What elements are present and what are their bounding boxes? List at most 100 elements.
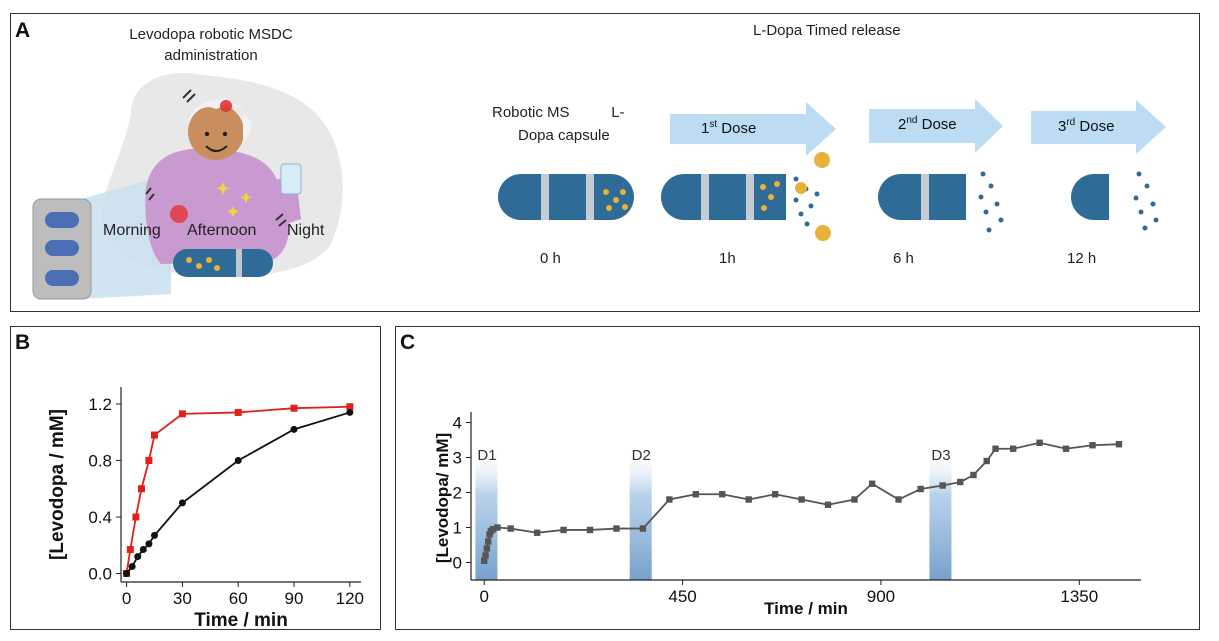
data-point: [719, 491, 726, 498]
data-point: [486, 531, 493, 538]
person-body: [145, 148, 290, 264]
data-point: [128, 562, 136, 570]
series-line: [125, 411, 351, 575]
data-point: [692, 491, 700, 498]
data-point: [586, 526, 594, 534]
data-point: [481, 557, 488, 564]
data-point: [992, 445, 999, 452]
data-point: [494, 524, 501, 531]
data-point: [178, 410, 186, 418]
dose-band: [929, 447, 952, 580]
data-point: [939, 482, 946, 489]
admin-title-line2: administration: [164, 47, 258, 64]
x-tick-label: 0: [122, 589, 131, 608]
release-title: L-Dopa Timed release: [753, 22, 901, 39]
data-point: [771, 491, 779, 498]
data-point: [1089, 442, 1096, 449]
dose-band-label: D3: [931, 447, 950, 464]
data-point: [745, 496, 752, 503]
data-point: [560, 526, 567, 534]
x-tick-label: 1350: [1060, 587, 1098, 606]
x-axis-label: Time / min: [194, 610, 288, 631]
dose-arrow-2: [869, 99, 1003, 153]
data-point: [290, 404, 298, 412]
panel-b-label: B: [15, 331, 31, 354]
dose-band: [475, 447, 498, 580]
data-point: [917, 485, 924, 493]
data-point: [150, 531, 158, 539]
capsule-0h: [498, 174, 634, 220]
time-morning: Morning: [103, 222, 161, 239]
chart-c: D1 D2 D3 0 1 2 3 4 0 450 900 1350 Time / min [Levodop…: [433, 412, 1141, 618]
data-point: [798, 496, 805, 503]
data-point: [1115, 441, 1123, 448]
patient-illustration: [32, 73, 343, 300]
y-axis-label: [Levodopa / mM]: [47, 409, 68, 560]
x-tick-label: 30: [173, 589, 192, 608]
data-point: [132, 513, 140, 521]
data-point: [482, 552, 489, 559]
time-mark-1h: 1h: [719, 250, 736, 267]
x-tick-label: 900: [867, 587, 895, 606]
y-tick-label: 4: [453, 414, 462, 433]
data-point: [613, 525, 620, 532]
dose-label-3: 3rd Dose: [1058, 117, 1115, 135]
series-line: [125, 405, 350, 574]
time-mark-6h: 6 h: [893, 250, 914, 267]
panel-c: C D1 D2 D3 0 1 2 3 4 0 450 900 1350 Time / min [Levod…: [395, 326, 1200, 630]
data-point: [145, 540, 153, 548]
data-point: [137, 485, 145, 493]
person-head: [188, 104, 244, 160]
data-point: [290, 425, 298, 433]
data-point: [970, 471, 977, 479]
data-point: [639, 525, 647, 532]
data-point: [983, 457, 990, 465]
y-tick-label: 0.0: [88, 565, 112, 584]
data-point: [150, 431, 158, 439]
data-point: [234, 456, 242, 464]
chart-b: 0.0 0.4 0.8 1.2 0 30 60 90 120 Time / min [Levodop…: [47, 387, 364, 631]
data-point: [489, 526, 497, 533]
data-point: [895, 496, 902, 503]
y-tick-label: 0.8: [88, 451, 112, 470]
data-point: [134, 553, 142, 561]
data-point: [824, 501, 832, 508]
y-tick-label: 1: [453, 519, 462, 538]
data-point: [666, 496, 673, 503]
x-tick-label: 120: [336, 589, 364, 608]
data-point: [868, 480, 876, 487]
data-point: [346, 403, 354, 411]
panel-b: B 0.0 0.4 0.8 1.2 0 30 60 90 120 Time / min [Levod…: [10, 326, 381, 631]
time-afternoon: Afternoon: [187, 222, 257, 239]
y-tick-label: 2: [453, 484, 462, 503]
capsule-12h: [1071, 171, 1159, 231]
x-tick-label: 450: [668, 587, 696, 606]
capsule-label-line2: Dopa capsule: [518, 127, 610, 144]
x-tick-label: 90: [285, 589, 304, 608]
dose-band: [629, 447, 652, 580]
capsule-1h: [661, 152, 831, 241]
data-point: [507, 525, 514, 532]
data-point: [484, 538, 492, 545]
y-axis-label: [Levodopa/ mM]: [433, 433, 452, 563]
illustration-capsule: [173, 249, 273, 277]
y-tick-label: 0.4: [88, 508, 112, 527]
dose-band-label: D1: [477, 447, 496, 464]
panel-a: A: [10, 13, 1200, 312]
data-point: [126, 546, 134, 553]
panel-a-label: A: [15, 19, 31, 42]
dose-arrows: [498, 99, 1166, 241]
x-tick-label: 0: [479, 587, 488, 606]
dose-arrow-3: [1031, 100, 1166, 154]
data-point: [851, 496, 858, 503]
dose-arrow-1: [670, 102, 836, 156]
panel-c-label: C: [400, 331, 416, 354]
data-point: [145, 456, 153, 464]
data-point: [483, 545, 491, 552]
capsule-6h: [878, 171, 1004, 233]
y-tick-label: 3: [453, 449, 462, 468]
x-tick-label: 60: [229, 589, 248, 608]
capsule-label-line1: Robotic MS L-: [492, 104, 625, 121]
data-point: [123, 570, 131, 578]
data-point: [1009, 445, 1017, 452]
